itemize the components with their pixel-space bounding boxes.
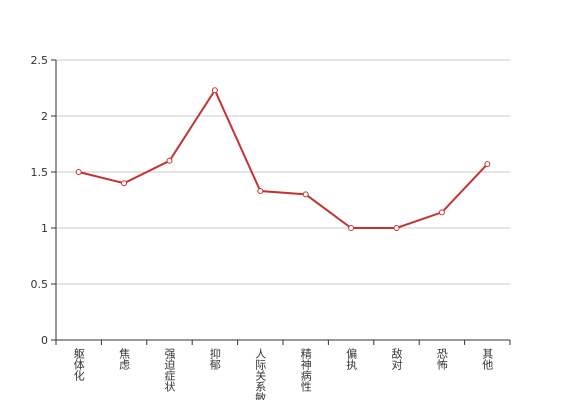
x-tick-label: 抑郁 [208, 347, 221, 370]
point [121, 180, 128, 187]
x-tick-label: 敌对 [390, 347, 403, 370]
x-tick-label: 精神病性 [299, 348, 312, 393]
point [257, 188, 264, 195]
x-tick-label: 人际关系敏感 [254, 348, 267, 400]
x-tick-label: 偏执 [345, 347, 358, 371]
x-tick-label: 躯体化 [72, 348, 85, 382]
x-tick-label: 焦虑 [118, 348, 131, 370]
y-tick-label: 1 [41, 222, 48, 235]
point [211, 87, 218, 94]
y-tick-label: 1.5 [31, 166, 49, 179]
y-tick-label: 0 [41, 334, 48, 347]
x-tick-label: 其他 [481, 348, 494, 370]
x-tick-label: 恐怖 [435, 348, 448, 370]
x-tick-label: 强迫症状 [163, 348, 176, 392]
point [166, 157, 173, 164]
point [393, 225, 400, 231]
point [348, 225, 355, 231]
point [438, 209, 445, 216]
point [75, 169, 82, 175]
y-tick-label: 2 [41, 110, 48, 123]
y-tick-label: 0.5 [31, 278, 49, 291]
point [484, 161, 491, 168]
series-line [78, 88, 489, 229]
y-tick-label: 2.5 [31, 54, 49, 67]
point [302, 191, 309, 198]
